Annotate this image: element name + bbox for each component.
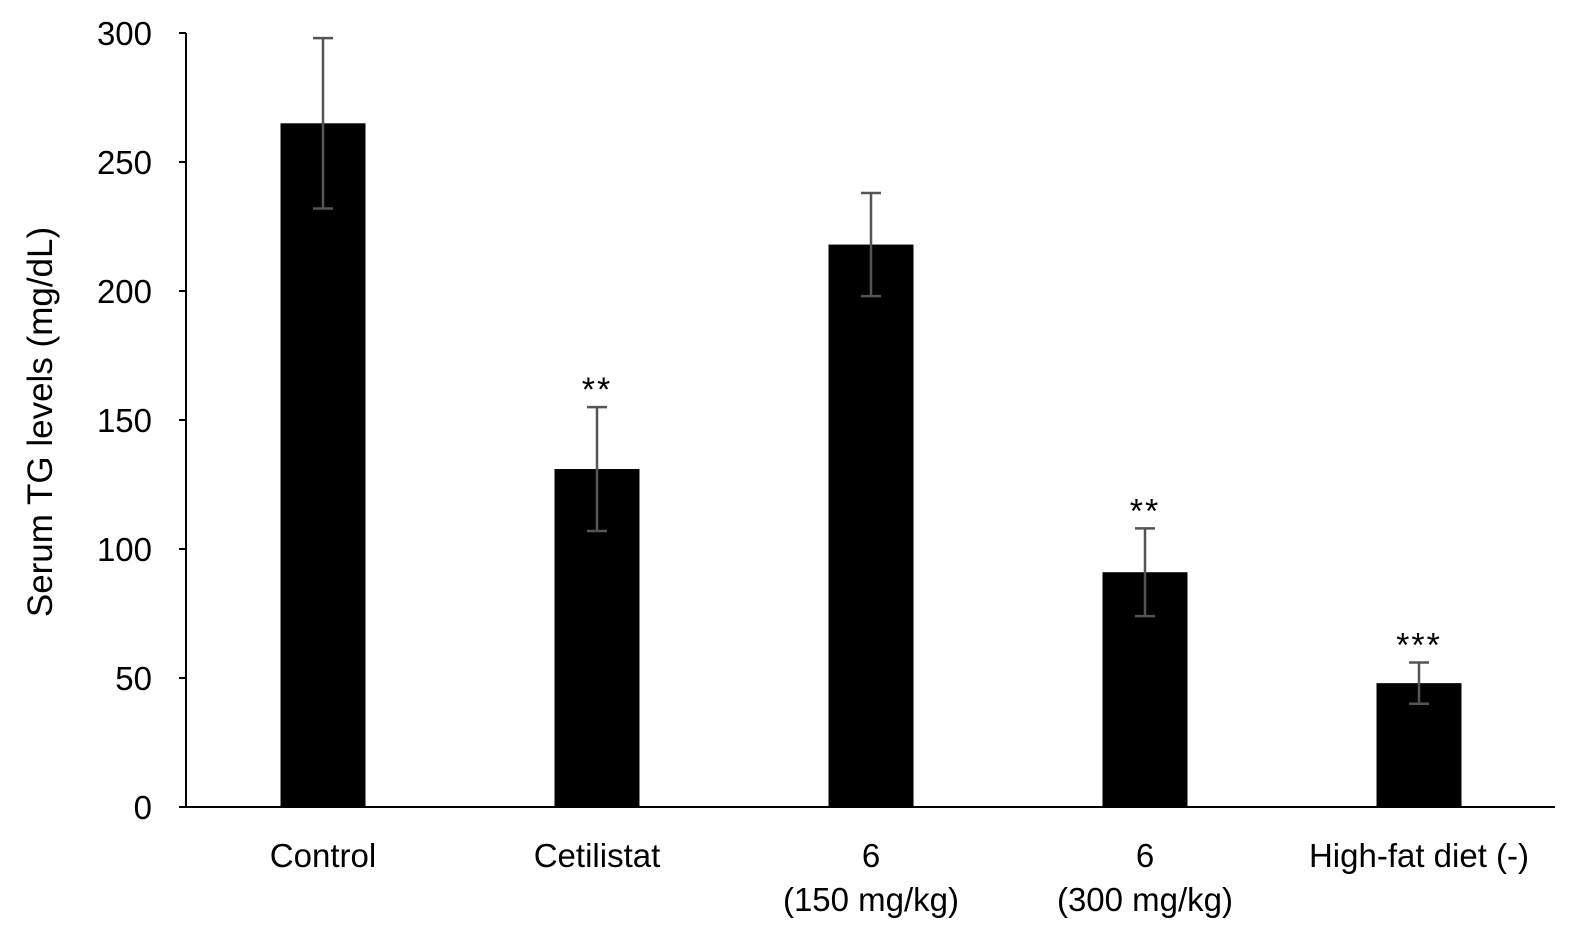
y-tick-label: 200 xyxy=(97,273,152,310)
y-tick-label: 100 xyxy=(97,531,152,568)
significance-label: *** xyxy=(1396,627,1442,665)
y-tick-label: 0 xyxy=(134,789,152,826)
x-tick-label: Control xyxy=(270,837,376,874)
y-tick-label: 50 xyxy=(115,660,152,697)
y-axis-title: Serum TG levels (mg/dL) xyxy=(21,227,60,617)
significance-label: ** xyxy=(582,371,612,409)
y-tick-label: 250 xyxy=(97,144,152,181)
y-tick-label: 150 xyxy=(97,402,152,439)
error-bars-group xyxy=(313,36,1429,706)
x-tick-label: 6 xyxy=(862,837,880,874)
significance-group: ******* xyxy=(582,371,1442,665)
x-axis-labels: Control Cetilistat 6 (150 mg/kg) 6 (300 mg/kg… xyxy=(270,837,1529,918)
y-axis-ticks: 0 50 100 150 200 250 300 xyxy=(97,15,186,826)
x-tick-label: High-fat diet (-) xyxy=(1309,837,1529,874)
x-tick-label: Cetilistat xyxy=(534,837,661,874)
y-tick-label: 300 xyxy=(97,15,152,52)
x-tick-label: (300 mg/kg) xyxy=(1057,881,1233,918)
x-tick-label: 6 xyxy=(1136,837,1154,874)
bar xyxy=(280,123,366,808)
bar xyxy=(828,244,914,807)
x-tick-label: (150 mg/kg) xyxy=(783,881,959,918)
significance-label: ** xyxy=(1130,492,1160,530)
